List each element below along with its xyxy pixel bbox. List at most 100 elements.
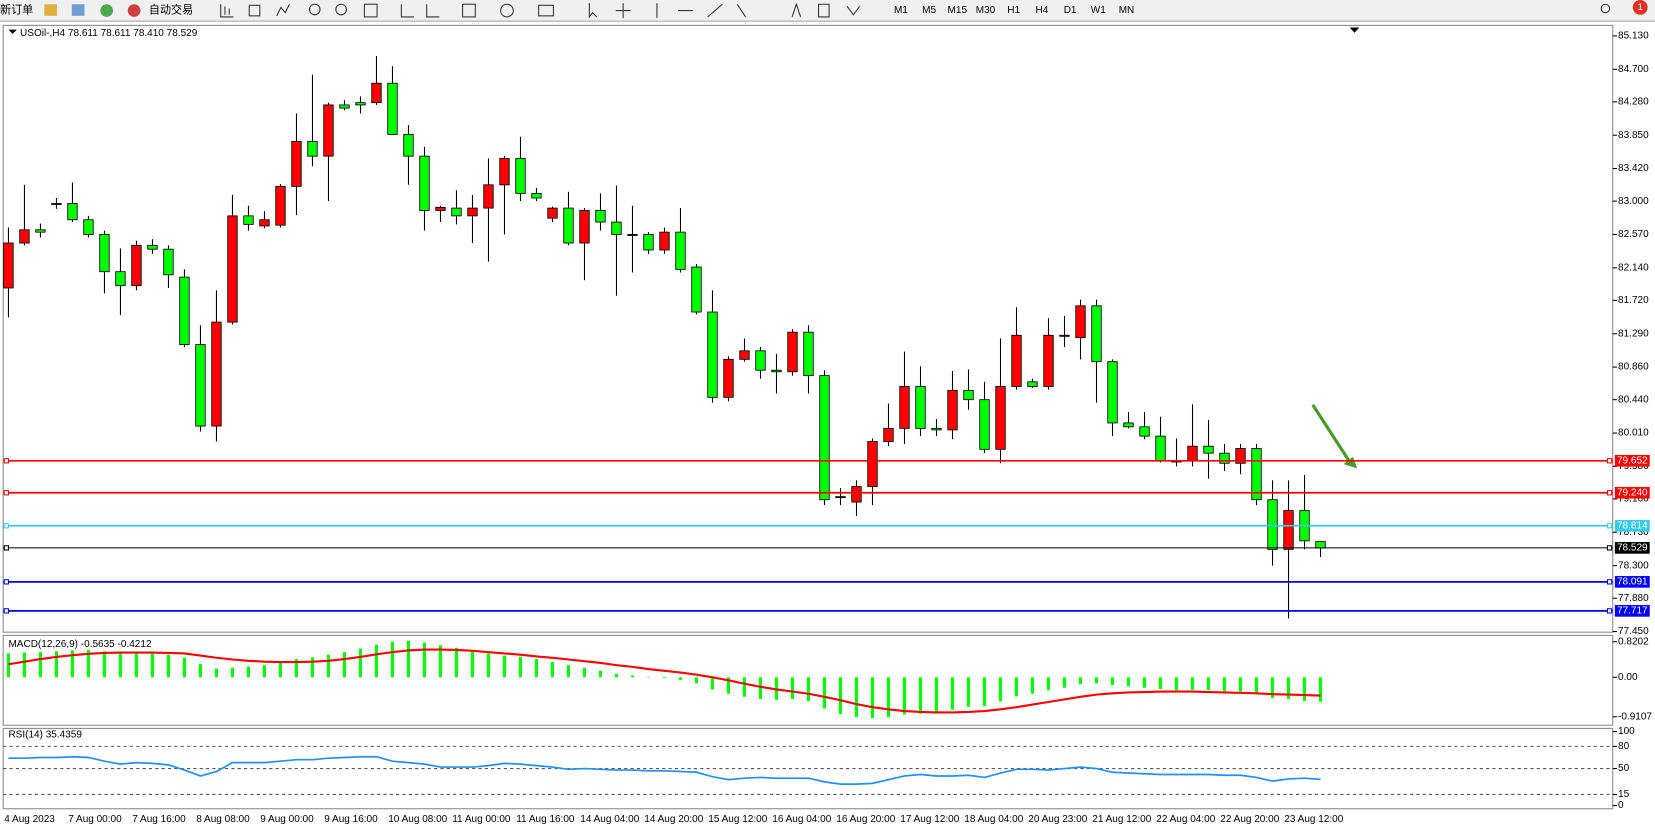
candle-body <box>915 386 926 429</box>
macd-bar <box>358 648 363 678</box>
notification-badge[interactable] <box>1632 0 1648 15</box>
timeframe-button[interactable]: M5 <box>922 5 936 16</box>
candle-body <box>355 102 366 106</box>
candle-body <box>739 350 750 360</box>
candle-body <box>1123 422 1134 428</box>
candle-body <box>931 427 942 431</box>
y-tick-label: 77.450 <box>1618 626 1649 637</box>
icon[interactable] <box>400 4 440 18</box>
macd-bar <box>470 650 475 678</box>
timeframe-button[interactable]: H4 <box>1035 5 1048 16</box>
timeframe-button[interactable]: D1 <box>1064 5 1077 16</box>
candle-body <box>851 486 862 503</box>
icon[interactable] <box>308 3 321 16</box>
candle-body <box>691 266 702 313</box>
icon[interactable] <box>500 3 514 18</box>
rsi-line <box>8 755 1321 785</box>
icon[interactable] <box>588 3 747 19</box>
level-handle <box>3 579 9 585</box>
macd-bar <box>102 651 107 678</box>
macd-bar <box>838 677 843 715</box>
auto-trading-button[interactable]: 自动交易 <box>149 2 193 16</box>
macd-bar <box>310 657 315 678</box>
y-tick-label: 84.280 <box>1618 96 1649 107</box>
timeframe-button[interactable]: M1 <box>894 5 908 16</box>
y-tick-label: 0 <box>1618 800 1624 811</box>
candle-body <box>323 104 334 157</box>
candle-body <box>275 185 286 226</box>
timeframe-button[interactable]: M30 <box>976 5 996 16</box>
timeframe-button[interactable]: H1 <box>1007 5 1020 16</box>
y-tick-label: 100 <box>1618 726 1635 737</box>
candle-body <box>659 231 670 251</box>
candle-body <box>1011 334 1022 387</box>
icon[interactable] <box>44 4 58 16</box>
icon[interactable] <box>127 4 141 17</box>
close: 78.529 <box>167 27 198 38</box>
level-handle <box>3 523 9 529</box>
new-order-button[interactable]: 新订单 <box>0 2 33 16</box>
icon[interactable] <box>462 3 476 18</box>
y-tick-label: 80 <box>1618 741 1630 752</box>
macd-bar <box>326 654 331 678</box>
candle-body <box>1315 541 1326 549</box>
candle-body <box>787 331 798 373</box>
candle-body <box>99 234 110 273</box>
x-tick-label: 16 Aug 20:00 <box>836 814 895 825</box>
icon[interactable] <box>276 3 290 17</box>
candle-body <box>611 221 622 235</box>
macd-bar <box>742 677 747 697</box>
level-label: 78.091 <box>1617 577 1648 588</box>
candle-body <box>371 82 382 104</box>
icon[interactable] <box>71 4 85 16</box>
macd-bar <box>1238 677 1243 692</box>
timeframe-button[interactable]: W1 <box>1091 5 1106 16</box>
candle-body <box>643 234 654 251</box>
macd-bar <box>1062 677 1067 688</box>
icon[interactable] <box>791 2 861 18</box>
macd-bar <box>246 666 251 678</box>
candle-body <box>451 207 462 217</box>
level-label: 79.240 <box>1617 487 1648 498</box>
candle-body <box>467 207 478 217</box>
timeframe-button[interactable]: MN <box>1119 5 1135 16</box>
candle-body <box>339 104 350 109</box>
macd-bar <box>214 668 219 678</box>
macd-bar <box>726 677 731 694</box>
x-tick-label: 16 Aug 04:00 <box>772 814 831 825</box>
candle-body <box>771 369 782 373</box>
icon[interactable] <box>220 4 234 18</box>
candle-body <box>195 344 206 427</box>
level-label-box <box>1614 519 1650 532</box>
candle-body <box>547 207 558 219</box>
level-handle <box>3 490 9 496</box>
icon[interactable] <box>248 4 261 17</box>
macd-bar <box>6 653 11 678</box>
macd-value: -0.5635 <box>81 638 115 649</box>
icon[interactable] <box>100 4 114 17</box>
macd-bar <box>422 642 427 678</box>
x-tick-label: 9 Aug 00:00 <box>260 814 314 825</box>
candle-body <box>531 192 542 199</box>
rsi-value: 35.4359 <box>46 729 83 740</box>
macd-bar <box>822 677 827 709</box>
macd-bar <box>1078 677 1083 685</box>
macd-bar <box>118 652 123 678</box>
candle-body <box>675 231 686 270</box>
level-label-box <box>1614 454 1650 467</box>
symbol-marker <box>8 29 17 34</box>
candle-body <box>707 311 718 398</box>
high: 78.611 <box>101 27 131 38</box>
candle-body <box>979 399 990 450</box>
x-tick-label: 11 Aug 00:00 <box>452 814 511 825</box>
icon[interactable] <box>538 4 554 17</box>
macd-bar <box>1302 677 1307 702</box>
y-tick-label: 83.000 <box>1618 196 1649 207</box>
icon[interactable] <box>1600 3 1611 14</box>
icon[interactable] <box>363 3 378 18</box>
x-tick-label: 18 Aug 04:00 <box>964 814 1023 825</box>
macd-bar <box>1286 677 1291 699</box>
icon[interactable] <box>335 3 347 16</box>
timeframe-button[interactable]: M15 <box>948 5 968 16</box>
macd-bar <box>518 656 523 678</box>
